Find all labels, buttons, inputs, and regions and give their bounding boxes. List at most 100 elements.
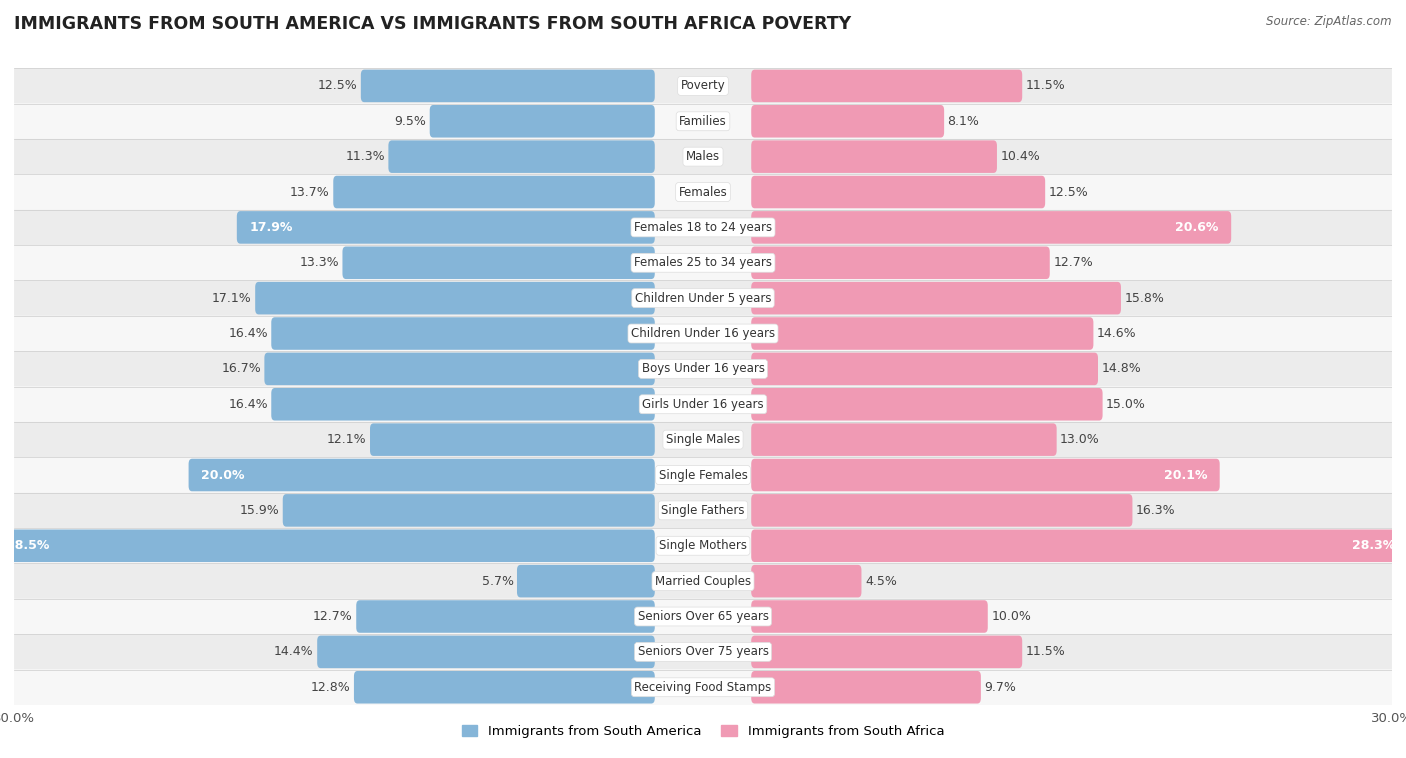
FancyBboxPatch shape (14, 316, 1392, 351)
FancyBboxPatch shape (751, 530, 1406, 562)
Text: 16.7%: 16.7% (221, 362, 262, 375)
FancyBboxPatch shape (14, 104, 1392, 139)
FancyBboxPatch shape (14, 174, 1392, 210)
FancyBboxPatch shape (333, 176, 655, 208)
FancyBboxPatch shape (14, 210, 1392, 245)
Text: 14.6%: 14.6% (1097, 327, 1136, 340)
Text: Married Couples: Married Couples (655, 575, 751, 587)
Text: 9.7%: 9.7% (984, 681, 1017, 694)
Text: Families: Families (679, 114, 727, 128)
FancyBboxPatch shape (14, 68, 1392, 104)
Text: 10.0%: 10.0% (991, 610, 1031, 623)
FancyBboxPatch shape (236, 211, 655, 243)
FancyBboxPatch shape (751, 246, 1050, 279)
FancyBboxPatch shape (14, 422, 1392, 457)
Text: 15.9%: 15.9% (239, 504, 280, 517)
FancyBboxPatch shape (370, 424, 655, 456)
FancyBboxPatch shape (188, 459, 655, 491)
FancyBboxPatch shape (388, 140, 655, 173)
Text: Single Females: Single Females (658, 468, 748, 481)
Text: Females 25 to 34 years: Females 25 to 34 years (634, 256, 772, 269)
FancyBboxPatch shape (354, 671, 655, 703)
FancyBboxPatch shape (256, 282, 655, 315)
Text: 11.5%: 11.5% (1025, 80, 1066, 92)
Text: Receiving Food Stamps: Receiving Food Stamps (634, 681, 772, 694)
FancyBboxPatch shape (751, 70, 1022, 102)
Text: 17.1%: 17.1% (212, 292, 252, 305)
FancyBboxPatch shape (751, 318, 1094, 349)
FancyBboxPatch shape (14, 387, 1392, 422)
FancyBboxPatch shape (751, 388, 1102, 421)
Text: 11.5%: 11.5% (1025, 645, 1066, 659)
FancyBboxPatch shape (751, 459, 1220, 491)
Text: 28.3%: 28.3% (1353, 539, 1395, 553)
Text: 5.7%: 5.7% (481, 575, 513, 587)
Text: Females 18 to 24 years: Females 18 to 24 years (634, 221, 772, 234)
FancyBboxPatch shape (14, 245, 1392, 280)
Text: 16.3%: 16.3% (1136, 504, 1175, 517)
Text: 28.5%: 28.5% (6, 539, 49, 553)
FancyBboxPatch shape (517, 565, 655, 597)
FancyBboxPatch shape (14, 599, 1392, 634)
Text: 10.4%: 10.4% (1001, 150, 1040, 163)
Text: Females: Females (679, 186, 727, 199)
Text: Seniors Over 75 years: Seniors Over 75 years (637, 645, 769, 659)
Text: Girls Under 16 years: Girls Under 16 years (643, 398, 763, 411)
Text: 12.8%: 12.8% (311, 681, 350, 694)
FancyBboxPatch shape (14, 457, 1392, 493)
Text: 16.4%: 16.4% (228, 398, 267, 411)
Text: 15.0%: 15.0% (1107, 398, 1146, 411)
Text: 14.8%: 14.8% (1101, 362, 1142, 375)
Text: 14.4%: 14.4% (274, 645, 314, 659)
Text: 20.1%: 20.1% (1164, 468, 1208, 481)
FancyBboxPatch shape (751, 671, 981, 703)
FancyBboxPatch shape (751, 600, 988, 633)
Text: Seniors Over 65 years: Seniors Over 65 years (637, 610, 769, 623)
FancyBboxPatch shape (283, 494, 655, 527)
FancyBboxPatch shape (271, 388, 655, 421)
FancyBboxPatch shape (751, 352, 1098, 385)
FancyBboxPatch shape (751, 211, 1232, 243)
FancyBboxPatch shape (271, 318, 655, 349)
Text: Poverty: Poverty (681, 80, 725, 92)
Text: 13.3%: 13.3% (299, 256, 339, 269)
FancyBboxPatch shape (343, 246, 655, 279)
FancyBboxPatch shape (264, 352, 655, 385)
Text: Males: Males (686, 150, 720, 163)
Text: 8.1%: 8.1% (948, 114, 980, 128)
Text: IMMIGRANTS FROM SOUTH AMERICA VS IMMIGRANTS FROM SOUTH AFRICA POVERTY: IMMIGRANTS FROM SOUTH AMERICA VS IMMIGRA… (14, 15, 851, 33)
FancyBboxPatch shape (361, 70, 655, 102)
Text: Source: ZipAtlas.com: Source: ZipAtlas.com (1267, 15, 1392, 28)
Text: 12.7%: 12.7% (314, 610, 353, 623)
Text: 12.7%: 12.7% (1053, 256, 1092, 269)
Text: 16.4%: 16.4% (228, 327, 267, 340)
Text: 11.3%: 11.3% (346, 150, 385, 163)
Text: 13.0%: 13.0% (1060, 433, 1099, 446)
Text: 20.6%: 20.6% (1175, 221, 1219, 234)
FancyBboxPatch shape (751, 636, 1022, 668)
FancyBboxPatch shape (356, 600, 655, 633)
FancyBboxPatch shape (751, 494, 1132, 527)
Text: 13.7%: 13.7% (290, 186, 330, 199)
Text: Boys Under 16 years: Boys Under 16 years (641, 362, 765, 375)
FancyBboxPatch shape (14, 528, 1392, 563)
FancyBboxPatch shape (14, 563, 1392, 599)
FancyBboxPatch shape (14, 493, 1392, 528)
Text: 9.5%: 9.5% (395, 114, 426, 128)
Text: 12.5%: 12.5% (1049, 186, 1088, 199)
FancyBboxPatch shape (430, 105, 655, 137)
Text: 15.8%: 15.8% (1125, 292, 1164, 305)
FancyBboxPatch shape (14, 634, 1392, 669)
Text: Children Under 5 years: Children Under 5 years (634, 292, 772, 305)
FancyBboxPatch shape (751, 105, 945, 137)
Text: Children Under 16 years: Children Under 16 years (631, 327, 775, 340)
FancyBboxPatch shape (14, 669, 1392, 705)
Text: Single Males: Single Males (666, 433, 740, 446)
Text: Single Fathers: Single Fathers (661, 504, 745, 517)
FancyBboxPatch shape (14, 351, 1392, 387)
FancyBboxPatch shape (0, 530, 655, 562)
FancyBboxPatch shape (751, 565, 862, 597)
Legend: Immigrants from South America, Immigrants from South Africa: Immigrants from South America, Immigrant… (457, 719, 949, 743)
Text: 4.5%: 4.5% (865, 575, 897, 587)
FancyBboxPatch shape (751, 140, 997, 173)
